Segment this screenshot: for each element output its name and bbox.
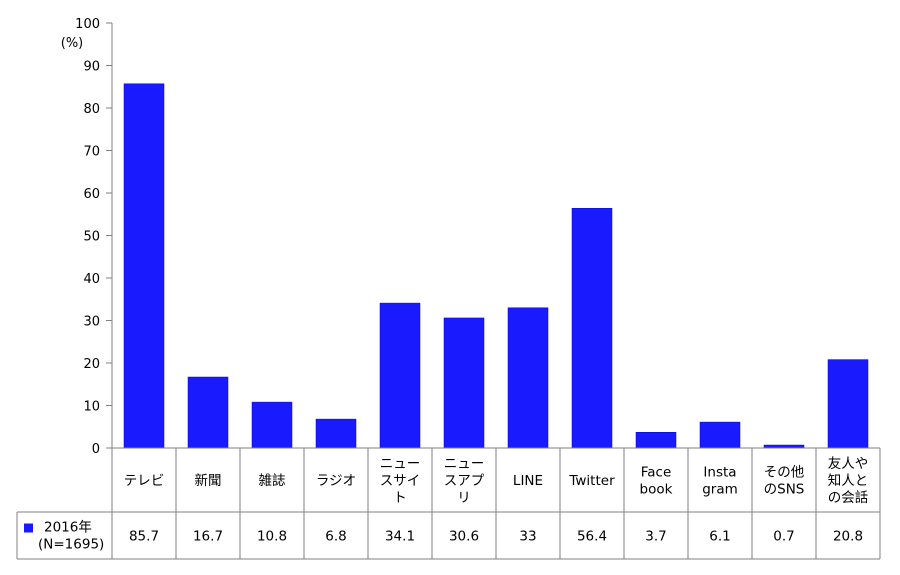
y-tick-label: 70 [83, 145, 100, 160]
bar [379, 302, 421, 449]
category-label: ニュー [444, 456, 485, 472]
category-label: gram [702, 482, 738, 498]
legend-label: (N=1695) [38, 537, 104, 553]
data-value-label: 34.1 [385, 529, 415, 545]
y-tick-label: 100 [75, 17, 100, 32]
category-label: 雑誌 [259, 473, 286, 489]
data-value-label: 16.7 [193, 529, 223, 545]
bar [315, 418, 357, 449]
bar [187, 376, 229, 449]
category-label: 新聞 [195, 473, 222, 489]
category-label: の会話 [828, 489, 869, 506]
category-label: Face [641, 465, 672, 481]
y-tick-label: 0 [92, 442, 100, 457]
category-label: のSNS [764, 482, 805, 498]
bars [123, 83, 869, 449]
bar [507, 307, 549, 449]
category-label: ニュー [380, 456, 421, 472]
bar [443, 317, 485, 449]
data-value-label: 85.7 [129, 529, 159, 545]
y-tick-label: 40 [83, 272, 100, 287]
data-value-label: 10.8 [257, 529, 287, 545]
data-value-label: 33 [519, 529, 536, 545]
category-label: スサイ [380, 473, 421, 489]
category-label: ラジオ [316, 473, 356, 489]
category-label: Insta [703, 465, 736, 481]
data-value-label: 30.6 [449, 529, 479, 545]
category-label: 友人や [828, 456, 869, 472]
data-value-label: 56.4 [577, 529, 607, 545]
y-tick-label: 50 [83, 230, 100, 245]
bar [827, 359, 869, 449]
category-label: その他 [764, 465, 805, 481]
bar [635, 432, 677, 449]
bar [571, 208, 613, 449]
data-value-label: 6.8 [325, 529, 346, 545]
bar [123, 83, 165, 449]
category-label: ト [393, 490, 407, 506]
bar [251, 401, 293, 449]
legend-swatch [24, 523, 33, 533]
y-axis-unit-label: (%) [61, 36, 84, 51]
data-value-label: 3.7 [645, 529, 666, 545]
y-tick-label: 30 [83, 315, 100, 330]
data-value-label: 6.1 [709, 529, 730, 545]
y-tick-label: 20 [83, 357, 100, 372]
legend-label: 2016年 [44, 520, 92, 536]
category-label: リ [457, 490, 471, 506]
bar [699, 421, 741, 449]
category-label: スアプ [444, 473, 485, 489]
data-value-label: 0.7 [773, 529, 794, 545]
y-axis-ticks: 0 10 20 30 40 50 60 70 80 90 100 [75, 17, 113, 457]
y-tick-label: 90 [83, 60, 100, 75]
y-tick-label: 60 [83, 187, 100, 202]
category-label: Twitter [568, 473, 615, 489]
data-value-label: 20.8 [833, 529, 863, 545]
category-label: 知人と [828, 472, 869, 489]
category-label: LINE [513, 473, 543, 489]
y-tick-label: 10 [83, 400, 100, 415]
y-tick-label: 80 [83, 102, 100, 117]
category-label: book [640, 482, 673, 498]
category-label: テレビ [124, 473, 165, 489]
